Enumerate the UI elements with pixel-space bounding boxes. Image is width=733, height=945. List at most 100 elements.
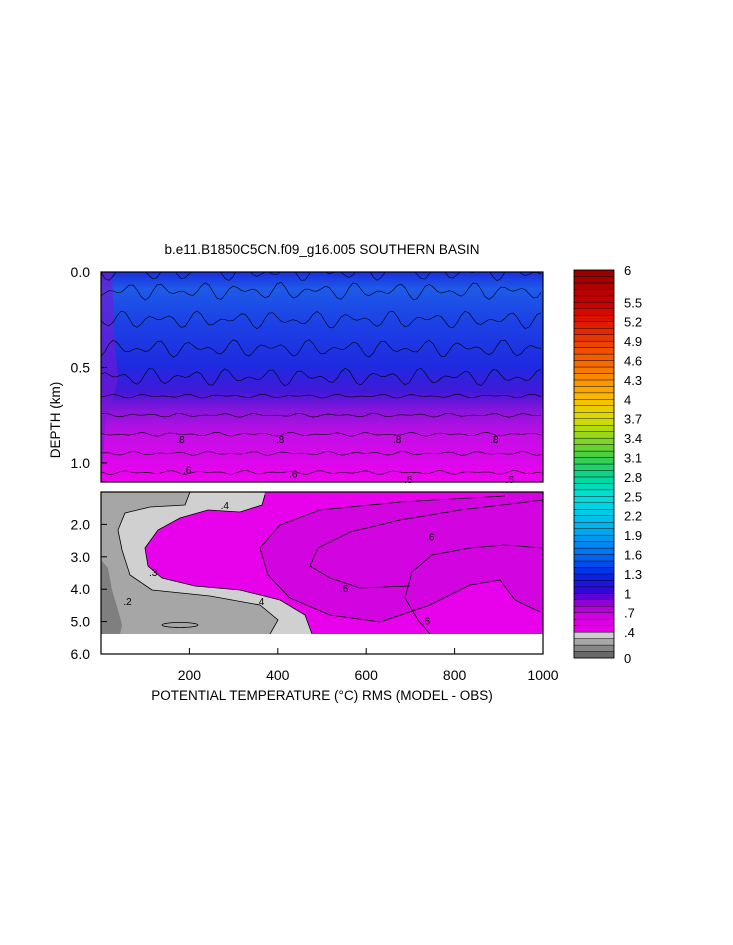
colorbar-band — [573, 289, 615, 297]
colorbar-band — [573, 282, 615, 290]
colorbar-band — [573, 528, 615, 536]
x-tick-label: 1000 — [527, 667, 558, 683]
contour-line-1 — [101, 393, 542, 399]
y-tick-label: 4.0 — [71, 581, 91, 597]
chart-title: b.e11.B1850C5CN.f09_g16.005 SOUTHERN BAS… — [165, 242, 480, 257]
colorbar-label: 1 — [624, 586, 631, 601]
y-tick-label: 0.0 — [71, 264, 91, 280]
upper-panel — [101, 272, 543, 482]
colorbar-band — [573, 353, 615, 361]
contour-label: .6 — [340, 584, 349, 595]
contour-label: .6 — [422, 617, 431, 628]
colorbar-band — [573, 638, 615, 646]
colorbar-band — [573, 315, 615, 322]
colorbar-band — [573, 541, 615, 549]
colorbar-band — [573, 399, 615, 407]
colorbar-band — [573, 593, 615, 600]
colorbar-band — [573, 431, 615, 439]
contour-0.3 — [117, 492, 279, 634]
colorbar-label: 3.1 — [624, 451, 642, 466]
colorbar-band — [573, 457, 615, 465]
colorbar-band — [573, 360, 615, 368]
colorbar-band — [573, 644, 615, 652]
colorbar — [573, 269, 615, 659]
colorbar-band — [573, 392, 615, 400]
contour-label: .3 — [149, 568, 158, 579]
colorbar-band — [573, 302, 615, 310]
x-tick-label: 800 — [443, 667, 467, 683]
colorbar-band — [573, 366, 615, 374]
colorbar-band — [573, 502, 615, 510]
colorbar-band — [573, 373, 615, 381]
colorbar-band — [573, 412, 615, 419]
colorbar-band — [573, 328, 615, 335]
colorbar-band — [573, 437, 615, 445]
contour-0.6-c — [404, 544, 543, 634]
colorbar-label: .4 — [624, 625, 635, 640]
colorbar-band — [573, 554, 615, 562]
contour-line-1.2 — [101, 339, 542, 358]
colorbar-band — [573, 470, 615, 478]
colorbar-band — [573, 619, 615, 626]
contour-line-1.4 — [101, 281, 542, 301]
contour-label: .4 — [221, 501, 230, 512]
colorbar-band — [573, 547, 615, 555]
colorbar-label: 5.2 — [624, 315, 642, 330]
colorbar-band — [573, 560, 615, 568]
region-0.3 — [101, 492, 278, 634]
colorbar-band — [573, 418, 615, 426]
colorbar-band — [573, 606, 615, 613]
colorbar-band — [573, 340, 615, 348]
x-axis-label: POTENTIAL TEMPERATURE (°C) RMS (MODEL - … — [151, 688, 492, 703]
colorbar-band — [573, 509, 615, 516]
upper-panel-frame — [100, 271, 544, 483]
colorbar-label: 2.2 — [624, 509, 642, 524]
contour-label: .6 — [289, 469, 298, 480]
colorbar-label: 4.3 — [624, 373, 642, 388]
colorbar-labels: 6 5.5 5.2 4.9 4.6 4.3 4 3.7 3.4 3.1 2.8 2.5 2.2 1.9 1.… — [624, 263, 642, 666]
colorbar-band — [573, 425, 615, 432]
lower-panel-frame — [100, 491, 544, 655]
y-tick-label: 3.0 — [71, 549, 91, 565]
colorbar-band — [573, 534, 615, 542]
colorbar-band — [573, 476, 615, 484]
colorbar-band — [573, 334, 615, 342]
colorbar-band — [573, 651, 615, 659]
colorbar-label: 4.9 — [624, 334, 642, 349]
colorbar-band — [573, 379, 615, 387]
colorbar-label: 3.7 — [624, 412, 642, 427]
contour-0.6-b — [309, 499, 543, 589]
colorbar-band — [573, 489, 615, 497]
colorbar-label: 2.5 — [624, 489, 642, 504]
colorbar-band — [573, 295, 615, 303]
axis-ticks: 200 400 600 800 1000 0.0 0.5 1.0 2.0 3.0 4.0 5.0 6.0 — [71, 264, 559, 683]
contour-line-0.7 — [101, 451, 542, 456]
colorbar-label: 0 — [624, 651, 631, 666]
colorbar-band — [573, 599, 615, 607]
x-tick-label: 600 — [355, 667, 379, 683]
contour-label: .8 — [393, 435, 402, 446]
colorbar-label: 6 — [624, 263, 631, 278]
colorbar-band — [573, 496, 615, 504]
colorbar-label: 1.6 — [624, 548, 642, 563]
colorbar-band — [573, 567, 615, 575]
colorbar-band — [573, 522, 615, 529]
colorbar-frame — [573, 269, 615, 659]
y-tick-label: 6.0 — [71, 646, 91, 662]
contour-line-0.8 — [101, 431, 542, 437]
colorbar-label: .7 — [624, 606, 635, 621]
y-tick-label: 1.0 — [71, 455, 91, 471]
contour-label: .2 — [123, 597, 132, 608]
colorbar-label: 4 — [624, 392, 631, 407]
colorbar-band — [573, 586, 615, 594]
colorbar-band — [573, 483, 615, 491]
colorbar-band — [573, 276, 615, 284]
colorbar-label: 4.6 — [624, 354, 642, 369]
contour-0.6-a — [259, 495, 541, 623]
colorbar-band — [573, 515, 615, 523]
contour-label: .4 — [256, 597, 265, 608]
colorbar-label: 1.9 — [624, 528, 642, 543]
x-tick-label: 400 — [266, 667, 290, 683]
contour-line-1.1 — [101, 367, 542, 387]
